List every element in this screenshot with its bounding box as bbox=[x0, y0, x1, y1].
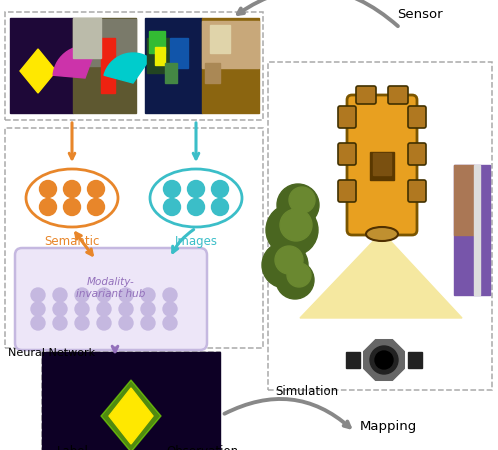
Circle shape bbox=[119, 288, 133, 302]
Circle shape bbox=[289, 187, 315, 213]
Wedge shape bbox=[104, 53, 150, 83]
Circle shape bbox=[163, 198, 180, 216]
Bar bbox=[454, 165, 490, 295]
Bar bbox=[145, 18, 202, 113]
FancyBboxPatch shape bbox=[338, 180, 356, 202]
Circle shape bbox=[141, 316, 155, 330]
Circle shape bbox=[88, 198, 105, 216]
Circle shape bbox=[287, 263, 311, 287]
Circle shape bbox=[277, 184, 319, 226]
Bar bbox=[205, 63, 220, 83]
Bar bbox=[42, 352, 220, 450]
FancyBboxPatch shape bbox=[356, 86, 376, 104]
Bar bbox=[165, 63, 177, 83]
Bar bbox=[147, 38, 169, 73]
Bar bbox=[202, 18, 259, 113]
FancyBboxPatch shape bbox=[338, 106, 356, 128]
Circle shape bbox=[39, 198, 56, 216]
Circle shape bbox=[163, 288, 177, 302]
Bar bbox=[73, 18, 101, 58]
Circle shape bbox=[212, 198, 229, 216]
Bar bbox=[5, 128, 263, 348]
Circle shape bbox=[97, 316, 111, 330]
Bar bbox=[268, 62, 492, 390]
Circle shape bbox=[75, 316, 89, 330]
Circle shape bbox=[212, 180, 229, 198]
Circle shape bbox=[163, 180, 180, 198]
Bar bbox=[155, 47, 165, 65]
Bar bbox=[408, 352, 422, 368]
FancyBboxPatch shape bbox=[388, 86, 408, 104]
Circle shape bbox=[39, 180, 56, 198]
Bar bbox=[5, 12, 263, 120]
Bar bbox=[101, 38, 115, 93]
Circle shape bbox=[88, 180, 105, 198]
Circle shape bbox=[141, 302, 155, 316]
Circle shape bbox=[266, 204, 318, 256]
Circle shape bbox=[53, 316, 67, 330]
Circle shape bbox=[31, 316, 45, 330]
Circle shape bbox=[75, 302, 89, 316]
Text: Neural Network: Neural Network bbox=[8, 348, 95, 358]
Bar bbox=[10, 18, 73, 113]
Bar bbox=[210, 25, 230, 53]
Circle shape bbox=[75, 288, 89, 302]
Text: Label: Label bbox=[57, 445, 89, 450]
Circle shape bbox=[64, 180, 81, 198]
Bar bbox=[42, 352, 220, 450]
Polygon shape bbox=[109, 388, 153, 444]
Text: Sensor: Sensor bbox=[397, 8, 443, 21]
Circle shape bbox=[119, 316, 133, 330]
Polygon shape bbox=[101, 380, 161, 450]
Circle shape bbox=[53, 302, 67, 316]
FancyBboxPatch shape bbox=[408, 106, 426, 128]
Bar bbox=[454, 165, 474, 235]
Circle shape bbox=[97, 302, 111, 316]
Text: Images: Images bbox=[174, 235, 218, 248]
Circle shape bbox=[188, 180, 205, 198]
Circle shape bbox=[97, 288, 111, 302]
Circle shape bbox=[141, 288, 155, 302]
Circle shape bbox=[163, 302, 177, 316]
Bar bbox=[346, 352, 360, 368]
Circle shape bbox=[64, 198, 81, 216]
Bar bbox=[73, 18, 136, 113]
Circle shape bbox=[262, 242, 308, 288]
Circle shape bbox=[31, 302, 45, 316]
Circle shape bbox=[276, 261, 314, 299]
Polygon shape bbox=[364, 340, 404, 380]
Polygon shape bbox=[20, 49, 56, 93]
Text: Modality-
invariant hub: Modality- invariant hub bbox=[76, 277, 146, 299]
Bar bbox=[370, 152, 394, 180]
Bar bbox=[149, 31, 165, 53]
FancyBboxPatch shape bbox=[15, 248, 207, 350]
Polygon shape bbox=[300, 232, 462, 318]
Circle shape bbox=[375, 351, 393, 369]
Text: Semantic: Semantic bbox=[44, 235, 100, 248]
FancyBboxPatch shape bbox=[408, 143, 426, 165]
Circle shape bbox=[163, 316, 177, 330]
Bar bbox=[170, 38, 188, 68]
Wedge shape bbox=[53, 46, 96, 78]
Circle shape bbox=[31, 288, 45, 302]
Bar bbox=[202, 21, 259, 68]
FancyBboxPatch shape bbox=[347, 95, 417, 235]
Ellipse shape bbox=[366, 227, 398, 241]
Text: Mapping: Mapping bbox=[360, 420, 417, 433]
Circle shape bbox=[370, 346, 398, 374]
Text: Simulation: Simulation bbox=[275, 385, 338, 398]
Bar bbox=[474, 165, 480, 295]
Circle shape bbox=[275, 246, 303, 274]
Bar bbox=[373, 153, 391, 175]
Bar bbox=[73, 19, 136, 66]
Circle shape bbox=[188, 198, 205, 216]
Circle shape bbox=[53, 288, 67, 302]
FancyBboxPatch shape bbox=[338, 143, 356, 165]
Circle shape bbox=[280, 209, 312, 241]
Circle shape bbox=[119, 302, 133, 316]
FancyBboxPatch shape bbox=[408, 180, 426, 202]
Text: Observation: Observation bbox=[166, 445, 238, 450]
